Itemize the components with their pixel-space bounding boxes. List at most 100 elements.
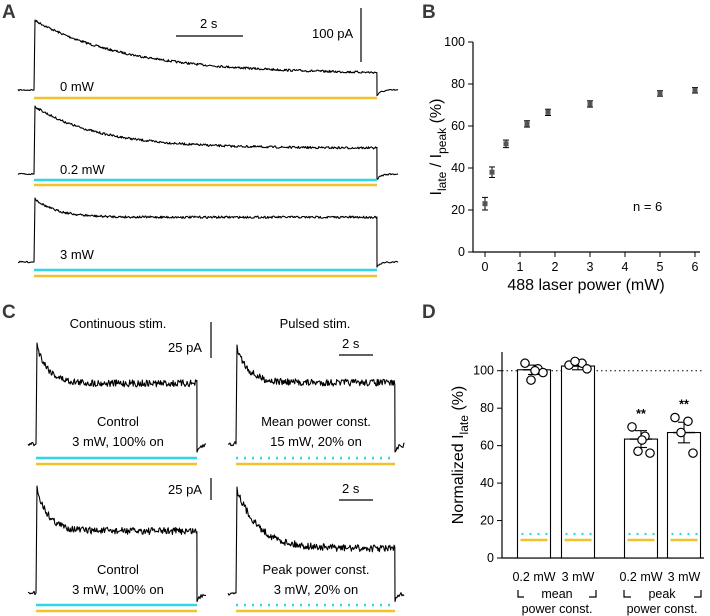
- c-cell3-line2: 3 mW, 20% on: [274, 582, 359, 597]
- a-trace-label-0mw: 0 mW: [60, 79, 95, 94]
- d-data-point: [633, 446, 643, 457]
- d-x-tick-2: 0.2 mW: [619, 570, 662, 584]
- c-col-title-continuous: Continuous stim.: [70, 316, 167, 331]
- d-bar: [560, 365, 596, 559]
- b-x-tick-label: 5: [657, 260, 664, 274]
- b-data-point: [524, 121, 530, 127]
- panel-b: 0 20 40 60 80 100 0 1 2 3 4 5 6 n = 6 488 laser pow…: [428, 35, 700, 294]
- b-annotation-n: n = 6: [633, 199, 662, 214]
- c-trace-continuous-control-top: [27, 342, 207, 453]
- d-data-point: [683, 416, 693, 427]
- d-x-tick-1: 3 mW: [562, 570, 595, 584]
- c-cell0-line1: Control: [97, 414, 139, 429]
- panel-label-c: C: [2, 302, 16, 323]
- b-data-point: [587, 101, 593, 107]
- c-time-scale-label-bottom: 2 s: [342, 481, 360, 496]
- d-x-tick-3: 3 mW: [668, 570, 701, 584]
- panel-label-a: A: [2, 2, 16, 23]
- d-group-label-mean-1: mean: [541, 587, 572, 601]
- a-trace-3mw: [17, 197, 399, 268]
- c-current-scale-label-top: 25 pA: [168, 340, 202, 355]
- d-group-bracket-peak: [623, 590, 702, 598]
- d-y-ticks: 0 20 40 60 80 100: [473, 364, 502, 565]
- d-data-point: [645, 448, 655, 458]
- b-x-tick-label: 2: [552, 260, 559, 274]
- d-data-point: [582, 364, 592, 374]
- panel-label-d: D: [422, 302, 436, 323]
- d-data-point: [637, 435, 647, 445]
- b-ylabel-sub2: peak: [435, 127, 449, 154]
- b-y-axis-label: Ilate / Ipeak (%): [428, 99, 449, 196]
- d-data-point: [530, 365, 540, 376]
- d-significance-marker: **: [636, 407, 646, 421]
- a-trace-02mw: [17, 105, 399, 180]
- b-x-tick-label: 4: [622, 260, 629, 274]
- b-data-point: [692, 87, 698, 93]
- b-x-tick-label: 3: [587, 260, 594, 274]
- d-ylabel-main: Normalized I: [450, 434, 467, 524]
- a-trace-0mw: [17, 19, 399, 97]
- d-data-point: [570, 356, 580, 367]
- c-cell0-line2: 3 mW, 100% on: [72, 434, 164, 449]
- b-y-tick-label: 20: [451, 203, 465, 217]
- panel-d: 0 20 40 60 80 100 ** ** Normalized Ilate (%) 0…: [450, 352, 704, 616]
- c-cell3-line1: Peak power const.: [263, 562, 370, 577]
- d-bars: ** **: [516, 356, 702, 559]
- c-current-scale-label-bottom: 25 pA: [168, 482, 202, 497]
- b-data-point: [482, 201, 488, 207]
- d-data-point: [627, 422, 637, 432]
- panel-c: Continuous stim. Pulsed stim. 25 pA 2 s …: [27, 316, 405, 613]
- d-data-point: [688, 448, 698, 458]
- d-y-tick-label: 40: [480, 476, 494, 490]
- b-x-axis-label: 488 laser power (mW): [507, 277, 664, 294]
- c-time-scale-label-top: 2 s: [342, 336, 360, 351]
- c-cell2-line1: Control: [97, 562, 139, 577]
- b-ylabel-sub1: late: [435, 171, 449, 191]
- d-group-bracket-mean: [517, 590, 597, 598]
- d-data-point: [520, 358, 530, 369]
- b-y-tick-label: 60: [451, 119, 465, 133]
- c-trace-pulsed-peak-power: [227, 486, 405, 603]
- b-data-point: [545, 109, 551, 115]
- c-cell1-line1: Mean power const.: [261, 414, 371, 429]
- b-x-ticks: 0 1 2 3 4 5 6: [482, 252, 699, 274]
- c-trace-pulsed-mean-power: [227, 344, 405, 453]
- d-y-tick-label: 0: [487, 551, 494, 565]
- d-x-tick-0: 0.2 mW: [512, 570, 555, 584]
- b-y-tick-label: 80: [451, 77, 465, 91]
- c-trace-continuous-control-bottom: [27, 485, 206, 603]
- b-y-ticks: 0 20 40 60 80 100: [444, 35, 473, 259]
- d-bar: [516, 369, 552, 559]
- b-data-point: [503, 141, 509, 147]
- d-y-axis-label: Normalized Ilate (%): [450, 386, 471, 525]
- b-y-tick-label: 100: [444, 35, 465, 49]
- c-cell1-line2: 15 mW, 20% on: [270, 434, 362, 449]
- d-data-point: [670, 412, 680, 423]
- b-x-tick-label: 0: [482, 260, 489, 274]
- c-col-title-pulsed: Pulsed stim.: [280, 316, 351, 331]
- b-x-tick-label: 6: [692, 260, 699, 274]
- b-data-point: [489, 169, 495, 175]
- d-y-tick-label: 20: [480, 514, 494, 528]
- d-ylabel-sub: late: [457, 415, 471, 435]
- a-trace-label-3mw: 3 mW: [60, 247, 95, 262]
- d-data-point: [538, 367, 548, 378]
- a-trace-label-02mw: 0.2 mW: [60, 162, 106, 177]
- d-y-tick-label: 100: [473, 364, 494, 378]
- b-data-point: [657, 90, 663, 96]
- b-x-tick-label: 1: [517, 260, 524, 274]
- d-data-point: [526, 375, 536, 385]
- a-time-scale-label: 2 s: [200, 16, 218, 31]
- b-y-tick-label: 40: [451, 161, 465, 175]
- d-bar: [623, 438, 659, 559]
- b-ylabel-end: (%): [428, 99, 445, 128]
- d-data-point: [676, 427, 686, 438]
- b-data-points: [482, 87, 698, 211]
- panel-a: 2 s 100 pA 0 mW 0.2 mW 3 mW: [17, 8, 399, 278]
- d-y-tick-label: 80: [480, 401, 494, 415]
- d-group-label-mean-2: power const.: [522, 602, 593, 616]
- b-y-tick-label: 0: [458, 245, 465, 259]
- a-current-scale-label: 100 pA: [312, 26, 354, 41]
- b-ylabel-mid: / I: [428, 154, 445, 172]
